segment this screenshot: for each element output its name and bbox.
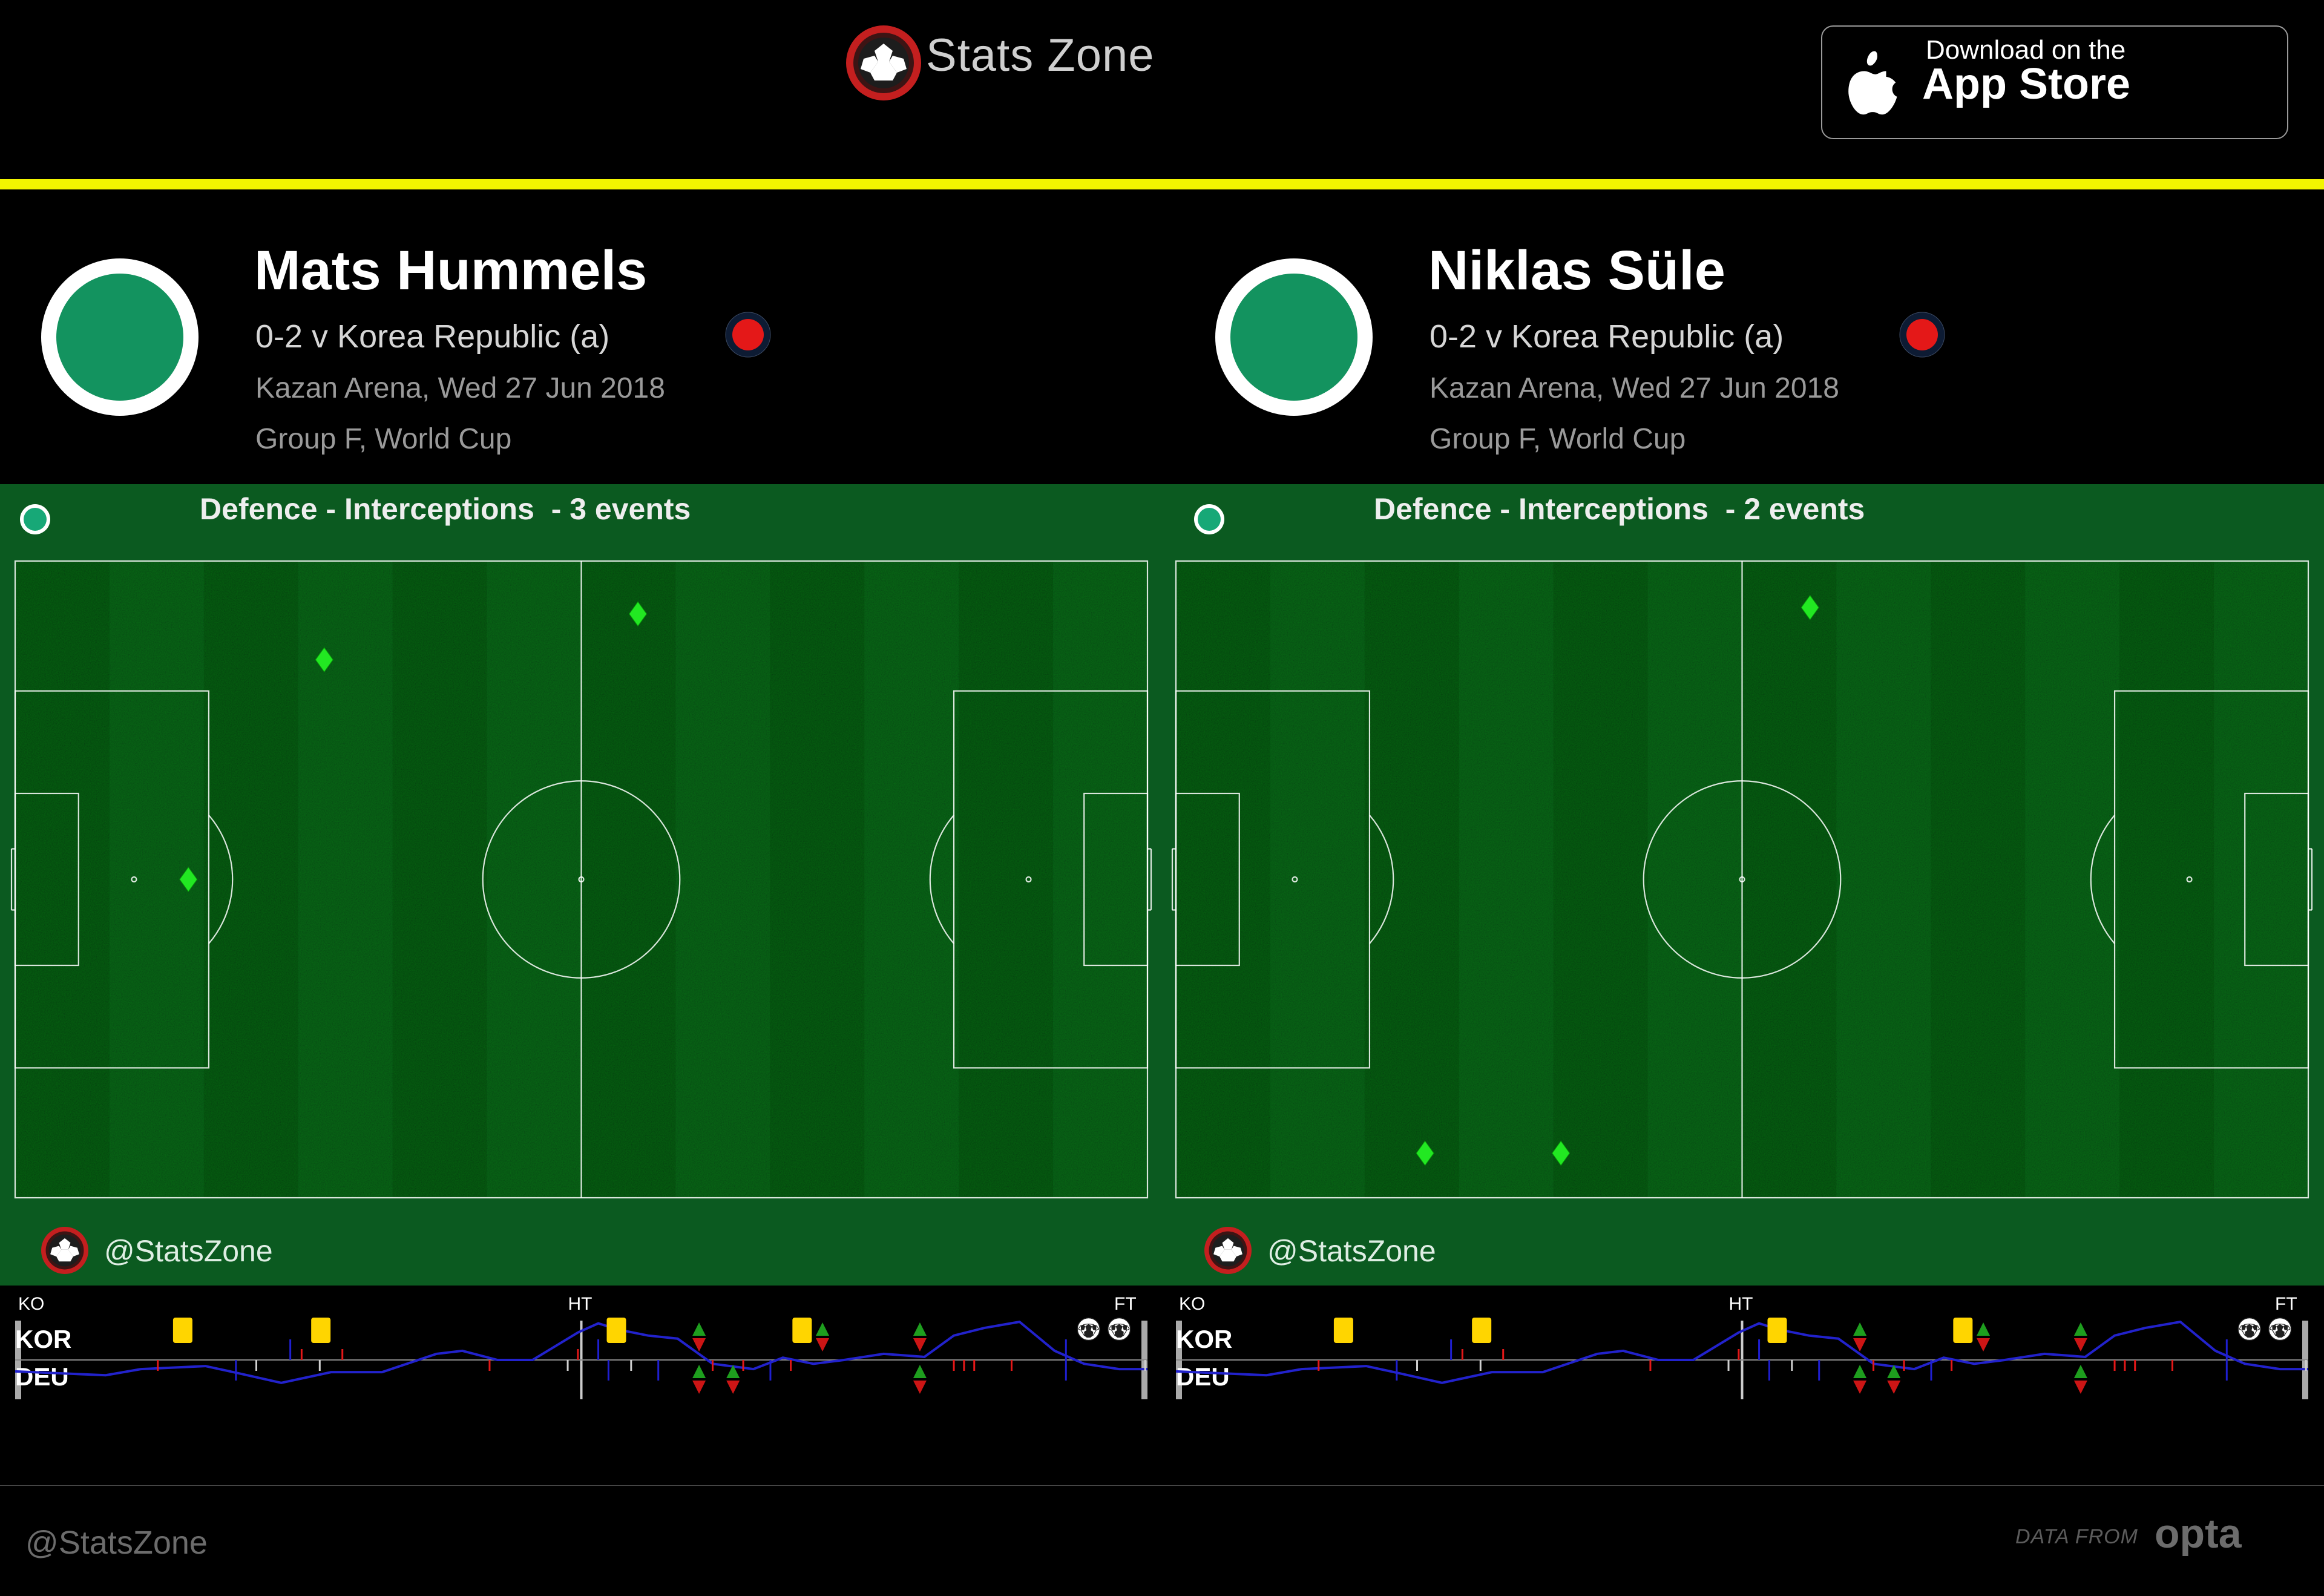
svg-text:DEU: DEU <box>1176 1362 1230 1391</box>
svg-text:DEU: DEU <box>15 1362 69 1391</box>
svg-text:KO: KO <box>1179 1294 1205 1314</box>
svg-text:KOR: KOR <box>1176 1325 1232 1353</box>
svg-text:FT: FT <box>1114 1294 1137 1314</box>
svg-text:KO: KO <box>18 1294 44 1314</box>
svg-text:HT: HT <box>568 1294 592 1314</box>
svg-text:HT: HT <box>1729 1294 1753 1314</box>
svg-text:FT: FT <box>2275 1294 2297 1314</box>
svg-text:KOR: KOR <box>15 1325 71 1353</box>
